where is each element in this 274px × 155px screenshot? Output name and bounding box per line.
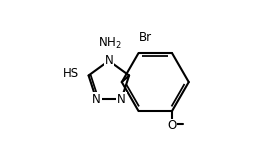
Text: N: N [104,54,113,67]
Text: HS: HS [63,67,79,80]
Text: O: O [167,120,177,132]
Text: N: N [117,93,126,106]
Text: Br: Br [139,31,152,44]
Text: NH$_2$: NH$_2$ [98,36,122,51]
Text: N: N [92,93,101,106]
